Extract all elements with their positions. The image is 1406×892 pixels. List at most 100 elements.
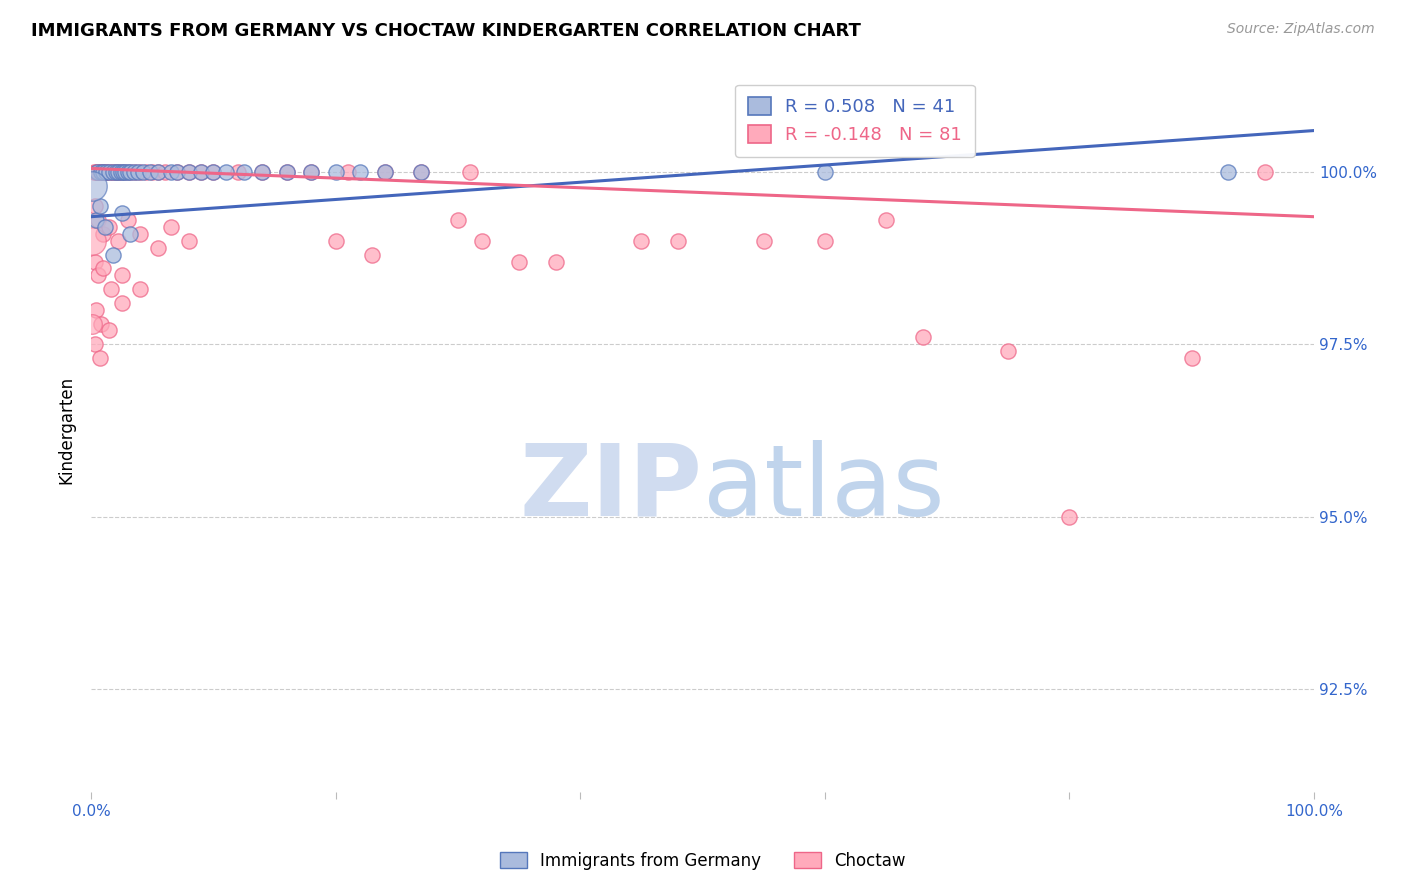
Point bbox=[100, 165, 122, 179]
Point bbox=[814, 165, 837, 179]
Point bbox=[89, 199, 111, 213]
Point bbox=[458, 165, 481, 179]
Point bbox=[87, 268, 110, 283]
Point bbox=[80, 234, 103, 248]
Point bbox=[177, 165, 200, 179]
Point bbox=[83, 199, 105, 213]
Point bbox=[411, 165, 433, 179]
Text: atlas: atlas bbox=[703, 440, 945, 537]
Point bbox=[361, 247, 384, 261]
Point bbox=[814, 234, 837, 248]
Point bbox=[471, 234, 494, 248]
Point bbox=[666, 234, 689, 248]
Point bbox=[111, 206, 134, 220]
Point bbox=[86, 165, 108, 179]
Point bbox=[98, 165, 121, 179]
Point bbox=[299, 165, 322, 179]
Point bbox=[89, 351, 111, 365]
Point bbox=[911, 330, 934, 344]
Point bbox=[411, 165, 433, 179]
Point bbox=[159, 220, 181, 235]
Legend: R = 0.508   N = 41, R = -0.148   N = 81: R = 0.508 N = 41, R = -0.148 N = 81 bbox=[735, 85, 974, 157]
Point bbox=[374, 165, 396, 179]
Point bbox=[177, 234, 200, 248]
Point bbox=[148, 165, 170, 179]
Point bbox=[122, 165, 145, 179]
Point bbox=[120, 165, 142, 179]
Point bbox=[101, 165, 124, 179]
Point bbox=[93, 165, 115, 179]
Point bbox=[159, 165, 181, 179]
Point bbox=[630, 234, 652, 248]
Point bbox=[202, 165, 225, 179]
Point bbox=[114, 165, 136, 179]
Point bbox=[94, 165, 117, 179]
Point bbox=[110, 165, 132, 179]
Text: ZIP: ZIP bbox=[520, 440, 703, 537]
Point bbox=[90, 317, 112, 331]
Point bbox=[93, 220, 115, 235]
Text: IMMIGRANTS FROM GERMANY VS CHOCTAW KINDERGARTEN CORRELATION CHART: IMMIGRANTS FROM GERMANY VS CHOCTAW KINDE… bbox=[31, 22, 860, 40]
Y-axis label: Kindergarten: Kindergarten bbox=[58, 376, 75, 484]
Point bbox=[98, 220, 121, 235]
Point bbox=[114, 165, 136, 179]
Point bbox=[1181, 351, 1204, 365]
Point bbox=[83, 165, 105, 179]
Point bbox=[104, 165, 127, 179]
Point bbox=[110, 165, 132, 179]
Point bbox=[117, 165, 139, 179]
Point bbox=[1218, 165, 1240, 179]
Point bbox=[349, 165, 371, 179]
Point bbox=[91, 165, 114, 179]
Point bbox=[153, 165, 176, 179]
Point bbox=[226, 165, 249, 179]
Point bbox=[107, 165, 129, 179]
Point bbox=[141, 165, 163, 179]
Point bbox=[129, 227, 152, 241]
Point bbox=[148, 241, 170, 255]
Point bbox=[89, 165, 111, 179]
Point bbox=[87, 165, 110, 179]
Point bbox=[93, 227, 115, 241]
Point bbox=[97, 165, 120, 179]
Point bbox=[374, 165, 396, 179]
Point bbox=[190, 165, 212, 179]
Point bbox=[90, 165, 112, 179]
Point bbox=[101, 165, 124, 179]
Point bbox=[177, 165, 200, 179]
Point bbox=[127, 165, 149, 179]
Point bbox=[111, 268, 134, 283]
Point bbox=[875, 213, 897, 227]
Point bbox=[299, 165, 322, 179]
Point bbox=[82, 317, 104, 331]
Point bbox=[544, 254, 567, 268]
Point bbox=[276, 165, 298, 179]
Point bbox=[111, 296, 134, 310]
Point bbox=[104, 165, 127, 179]
Point bbox=[447, 213, 470, 227]
Point bbox=[336, 165, 359, 179]
Point bbox=[148, 165, 170, 179]
Point bbox=[233, 165, 256, 179]
Point bbox=[129, 282, 152, 296]
Point bbox=[325, 165, 347, 179]
Point bbox=[1254, 165, 1277, 179]
Point bbox=[84, 165, 107, 179]
Legend: Immigrants from Germany, Choctaw: Immigrants from Germany, Choctaw bbox=[494, 846, 912, 877]
Point bbox=[120, 227, 142, 241]
Point bbox=[86, 165, 108, 179]
Point bbox=[252, 165, 274, 179]
Point bbox=[87, 213, 110, 227]
Point bbox=[166, 165, 188, 179]
Point bbox=[83, 337, 105, 351]
Point bbox=[131, 165, 153, 179]
Point bbox=[94, 165, 117, 179]
Point bbox=[111, 165, 134, 179]
Point bbox=[84, 213, 107, 227]
Point bbox=[117, 213, 139, 227]
Point bbox=[98, 323, 121, 337]
Point bbox=[84, 302, 107, 317]
Point bbox=[1059, 509, 1081, 524]
Point bbox=[997, 344, 1019, 359]
Point bbox=[124, 165, 146, 179]
